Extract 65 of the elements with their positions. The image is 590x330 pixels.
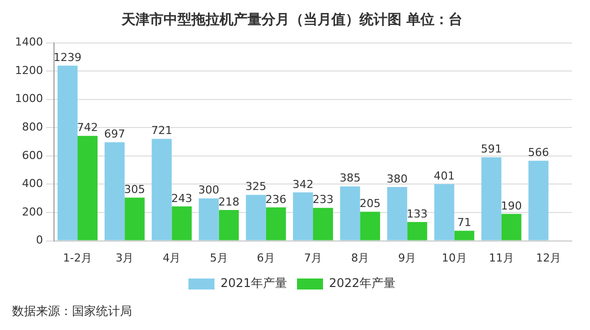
- data-label: 71: [457, 216, 472, 230]
- bar: [454, 230, 474, 240]
- x-tick-label: 5月: [210, 251, 228, 264]
- bar: [104, 142, 125, 240]
- data-label: 190: [500, 199, 522, 212]
- data-label: 721: [151, 124, 172, 138]
- bar: [360, 212, 380, 240]
- y-tick-label: 1400: [14, 36, 43, 49]
- y-tick-label: 1000: [14, 92, 43, 106]
- bar: [528, 160, 548, 240]
- data-label: 205: [360, 197, 381, 210]
- source-note: 数据来源：国家统计局: [12, 304, 132, 318]
- bar: [292, 192, 313, 240]
- data-label: 133: [406, 207, 428, 220]
- y-tick-label: 0: [36, 234, 43, 247]
- data-label: 591: [480, 142, 502, 156]
- data-label: 243: [171, 192, 192, 205]
- data-label: 380: [386, 172, 408, 186]
- data-label: 385: [340, 172, 361, 185]
- x-tick-label: 10月: [442, 251, 467, 264]
- legend-label: 2021年产量: [220, 276, 288, 290]
- bar: [218, 210, 239, 240]
- x-tick-label: 6月: [256, 251, 275, 264]
- data-label: 233: [312, 193, 334, 206]
- data-label: 305: [124, 183, 146, 196]
- x-tick-label: 3月: [116, 251, 134, 264]
- x-tick-label: 9月: [398, 251, 416, 264]
- y-tick-label: 800: [22, 120, 43, 134]
- y-tick-label: 600: [22, 148, 43, 162]
- bar: [246, 194, 266, 240]
- data-label: 300: [198, 184, 220, 197]
- y-tick-label: 200: [22, 205, 43, 218]
- x-tick-label: 11月: [488, 251, 514, 264]
- data-label: 566: [528, 146, 549, 160]
- bar: [172, 206, 192, 240]
- bar: [152, 138, 172, 240]
- bar: [78, 136, 98, 240]
- bar: [198, 198, 219, 240]
- data-label: 401: [434, 169, 455, 182]
- bar: [58, 66, 78, 240]
- legend-label: 2022年产量: [329, 276, 396, 290]
- data-label: 342: [292, 178, 314, 191]
- bar: [434, 184, 454, 240]
- y-tick-label: 1200: [14, 64, 43, 77]
- bar: [312, 208, 334, 240]
- bar: [340, 186, 360, 240]
- data-label: 236: [265, 192, 286, 206]
- data-label: 1239: [54, 50, 82, 64]
- bar: [501, 214, 522, 240]
- bar: [387, 187, 408, 240]
- data-label: 697: [104, 128, 126, 141]
- bar: [124, 198, 145, 240]
- x-tick-label: 8月: [351, 251, 370, 264]
- x-tick-label: 12月: [536, 251, 561, 264]
- data-label: 325: [245, 180, 266, 194]
- data-label: 742: [77, 121, 98, 134]
- y-tick-label: 400: [22, 177, 43, 190]
- bar: [407, 222, 428, 240]
- data-label: 218: [218, 195, 240, 208]
- x-tick-label: 1-2月: [63, 251, 92, 264]
- bar: [481, 157, 502, 240]
- x-tick-label: 4月: [162, 251, 181, 264]
- bar: [266, 207, 286, 240]
- chart-title: 天津市中型拖拉机产量分月（当月值）统计图 单位：台: [120, 11, 462, 28]
- x-tick-label: 7月: [304, 251, 322, 264]
